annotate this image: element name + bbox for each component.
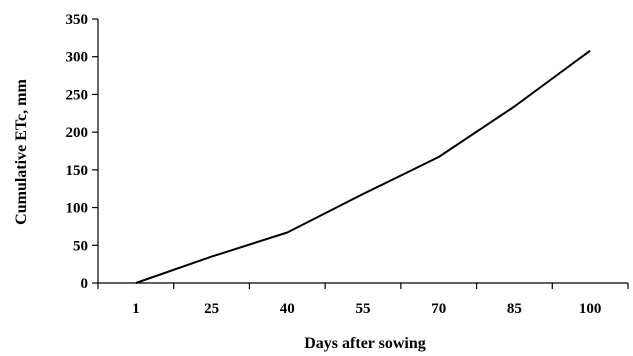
y-tick-label: 300 (66, 50, 89, 66)
y-tick-label: 50 (73, 238, 88, 254)
x-tick-label: 85 (507, 301, 522, 317)
x-tick-label: 70 (431, 301, 446, 317)
series-line (135, 49, 591, 284)
x-axis-title: Days after sowing (304, 335, 425, 352)
x-tick-label: 100 (579, 301, 602, 317)
x-tick-label: 40 (280, 301, 295, 317)
y-axis-ticks: 0 50 100 150 200 250 300 350 (66, 12, 98, 292)
x-tick-label: 1 (132, 301, 140, 317)
y-tick-label: 250 (66, 87, 89, 103)
y-tick-label: 100 (66, 201, 89, 217)
x-tick-label: 25 (204, 301, 219, 317)
x-axis-ticks: 1 25 40 55 70 85 100 (97, 283, 629, 317)
y-tick-label: 0 (81, 276, 89, 292)
x-tick-label: 55 (356, 301, 371, 317)
y-tick-label: 200 (66, 125, 89, 141)
y-axis-title: Cumulative ETc, mm (13, 79, 30, 225)
y-tick-label: 350 (66, 12, 89, 28)
y-tick-label: 150 (66, 163, 89, 179)
